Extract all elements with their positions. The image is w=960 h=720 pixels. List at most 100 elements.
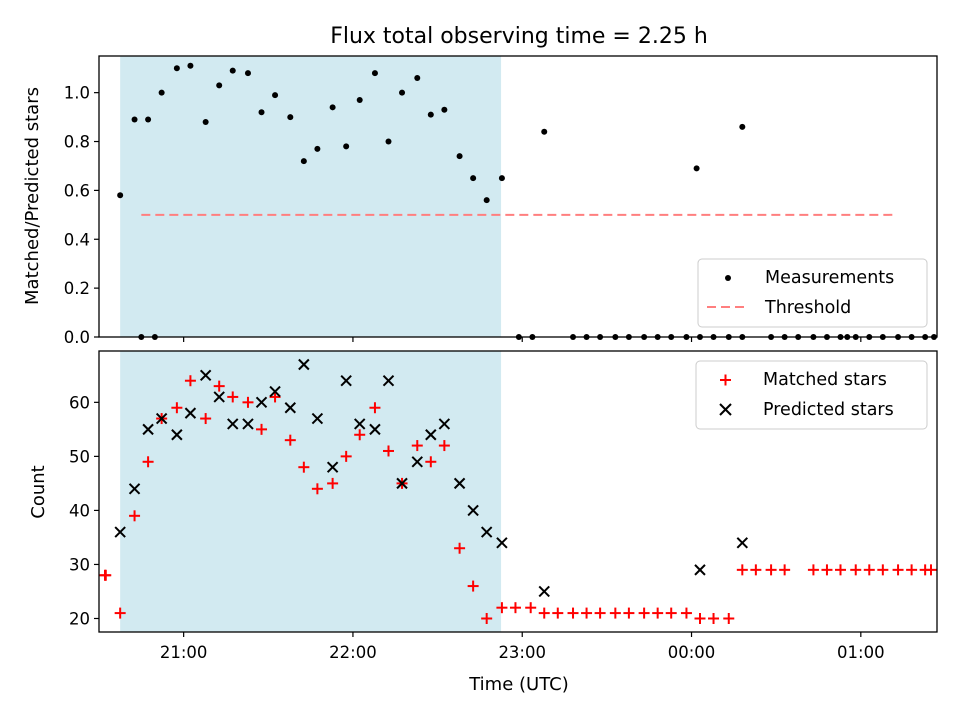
top-legend-box [697,258,928,328]
predicted-marker-b [284,402,297,414]
predicted-marker-b [227,418,239,430]
bottom-y-tick-label: 20 [69,609,90,628]
legend-measurement-marker [725,275,731,281]
chart-title: Flux total observing time = 2.25 h [330,24,708,49]
predicted-marker-b [736,537,749,549]
predicted-marker-b [480,526,493,538]
predicted-marker-b [538,585,550,598]
matched-star-point [129,510,141,522]
top-shaded-interval [120,56,502,337]
measurement-point [202,118,209,125]
measurement-point [470,175,477,182]
matched-star-point [779,564,791,576]
predicted-marker-b [142,423,154,436]
x-tick-label: 01:00 [837,643,885,662]
matched-star-point [509,602,521,614]
predicted-marker-b [171,429,183,441]
predicted-star-point [694,564,706,576]
predicted-marker-b [242,418,254,430]
measurement-point [498,175,505,182]
measurement-point [229,67,236,74]
matched-star-point [467,580,479,592]
predicted-star-point [438,418,451,430]
predicted-star-point [199,369,212,382]
matched-star-point [298,461,310,473]
matched-star-point [821,564,833,576]
predicted-star-point [354,418,366,430]
predicted-marker-b [128,483,141,495]
legend-predicted-label: Predicted stars [763,400,894,420]
matched-star-point [609,607,621,619]
measurement-point [739,123,746,130]
predicted-marker-b [340,375,352,387]
matched-star-point [708,612,720,624]
predicted-marker-b [114,526,126,538]
predicted-star-point [128,483,141,495]
predicted-star-point [155,412,168,425]
bottom-shaded-interval [120,351,502,632]
matched-star-point [425,456,437,468]
measurement-point [414,74,421,81]
matched-star-point [694,612,706,624]
matched-star-point [765,564,777,576]
predicted-marker-b [496,537,508,549]
measurement-point [300,158,307,165]
predicted-marker-b [694,564,706,576]
matched-star-point [736,564,748,576]
matched-star-point [100,569,112,581]
predicted-star-point [171,429,183,441]
measurement-point [173,65,180,72]
matched-star-point [652,607,664,619]
measurement-point [329,104,336,111]
measurement-point [117,192,124,199]
predicted-marker-b [298,358,310,371]
top-y-tick-label: 0.6 [64,181,90,200]
bottom-panel: 20 30 40 50 60 21:00 22:00 23:00 00:00 01:00 Coun… [28,350,938,695]
predicted-star-point [213,391,225,403]
matched-star-point [496,602,508,614]
predicted-star-point [480,526,493,538]
legend-predicted-b [719,403,732,416]
predicted-star-point [326,461,339,473]
x-tick-label: 00:00 [668,643,716,662]
matched-star-point [850,564,862,576]
predicted-marker-b [155,412,168,425]
measurement-point [287,114,294,121]
predicted-marker-b [467,504,479,517]
predicted-marker-b [269,385,281,398]
predicted-marker-b [453,477,466,490]
predicted-marker-b [411,456,423,468]
predicted-star-point [242,418,254,430]
bottom-y-tick-label: 40 [69,501,90,520]
bottom-y-tick-label: 30 [69,555,90,574]
matched-star-point [877,564,889,576]
matched-star-point [594,607,606,619]
predicted-star-point [425,429,437,441]
predicted-marker-b [213,391,225,403]
legend-matched-label: Matched stars [763,370,887,390]
matched-star-point [438,440,450,452]
measurement-point [483,197,490,204]
matched-star-point [481,612,493,624]
predicted-star-point [255,396,268,409]
measurement-point [427,111,434,118]
predicted-star-point [382,375,395,387]
matched-star-point [665,607,677,619]
top-y-tick-label: 0.8 [64,133,90,152]
measurement-point [385,138,392,145]
predicted-marker-b [425,429,437,441]
top-y-axis-label: Matched/Predicted stars [22,87,43,305]
predicted-star-point [114,526,126,538]
predicted-marker-b [369,423,381,436]
top-y-tick-label: 0.4 [64,230,90,249]
matched-star-point [369,402,381,414]
matched-star-point [411,440,423,452]
predicted-marker-b [184,407,197,419]
matched-star-point [906,564,918,576]
measurement-point [131,116,138,123]
predicted-star-point [496,537,508,549]
bottom-y-tick-label: 50 [69,447,90,466]
predicted-star-point [411,456,423,468]
predicted-star-point [269,385,281,398]
measurement-point [441,106,448,113]
